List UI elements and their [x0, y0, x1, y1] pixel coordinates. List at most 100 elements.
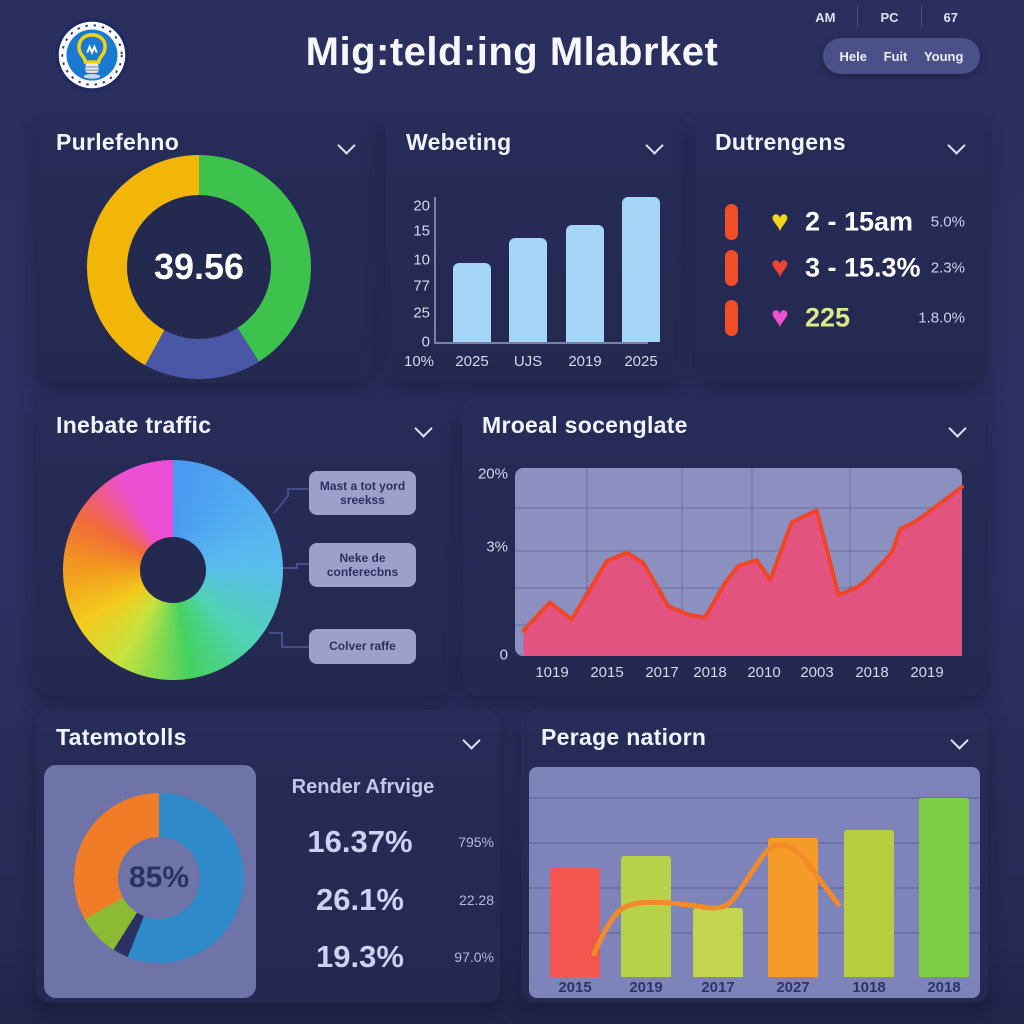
stat-big-value: 26.1% [316, 882, 404, 917]
heart-icon: ♥ [771, 251, 789, 284]
marker-pill [725, 204, 738, 240]
y-tick-label: 77 [413, 277, 430, 295]
inebate-pie [63, 460, 283, 680]
x-axis-label: 2017 [645, 664, 679, 681]
y-tick-label: 3% [486, 538, 508, 556]
card-mroeal-socenglate: Mroeal socenglate 20% 3% 0 1019 2015 2017 2018… [462, 398, 986, 695]
donut-hole: 39.56 [127, 195, 271, 339]
card-title: Tatemotolls [56, 724, 187, 750]
y-tick-label: 0 [499, 646, 508, 664]
y-tick-label: 0 [421, 333, 430, 351]
callout-label: Mast a tot yord sreekss [309, 471, 416, 515]
card-title: Webeting [406, 129, 512, 155]
x-axis-label: 2019 [910, 664, 944, 681]
y-tick-label: 25 [413, 304, 430, 322]
x-axis [434, 342, 648, 344]
y-tick-label: 10 [413, 251, 430, 269]
tatemotolls-donut: 85% [74, 793, 244, 963]
x-origin-label: 10% [403, 353, 435, 370]
x-axis-label: 1019 [535, 664, 569, 681]
x-axis-label: 2018 [693, 664, 727, 681]
x-axis-label: 2025 [455, 353, 489, 370]
meta-item[interactable]: AM [815, 9, 836, 25]
marker-pill [725, 250, 738, 286]
card-title: Mroeal socenglate [482, 412, 688, 438]
heart-icon: ♥ [771, 301, 789, 334]
card-inebate-traffic: Inebate traffic Mast a tot yord sreekss N… [36, 398, 452, 695]
x-axis-label: UJS [513, 353, 543, 370]
heart-icon: ♥ [771, 205, 789, 238]
area-chart [515, 468, 964, 656]
bar [621, 856, 671, 977]
meta-item[interactable]: PC [880, 9, 899, 25]
card-title: Dutrengens [715, 129, 846, 155]
divider [857, 6, 859, 28]
divider [920, 6, 922, 28]
header-meta: AM PC 67 [793, 4, 980, 30]
chevron-down-icon[interactable] [333, 133, 359, 159]
x-axis-label: 2018 [855, 664, 889, 681]
bar [622, 197, 660, 342]
header-pill-nav: Hele Fuit Young [823, 38, 980, 74]
card-webeting: Webeting 20 15 10 77 25 0 10% 2025 UJS 2019 2025 [386, 115, 683, 383]
x-axis-label: 2025 [624, 353, 658, 370]
bar [919, 798, 969, 977]
x-axis-label: 2003 [800, 664, 834, 681]
bar [550, 868, 600, 977]
x-axis-label: 1018 [852, 979, 886, 996]
lightbulb-logo [55, 18, 129, 92]
x-axis-label: 2018 [927, 979, 961, 996]
stat-small-value: 97.0% [454, 949, 494, 965]
y-tick-label: 20% [477, 465, 508, 483]
x-axis-label: 2015 [558, 979, 592, 996]
pill-item[interactable]: Fuit [883, 48, 908, 64]
chevron-down-icon[interactable] [946, 728, 972, 754]
stats-header: Render Afrvige [291, 776, 435, 798]
x-axis-label: 2015 [590, 664, 624, 681]
gridline [529, 887, 980, 889]
area-chart-labels: 20% 3% 0 1019 2015 2017 2018 2010 2003 2018 2019 [462, 398, 986, 695]
callout-label: Neke de conferecbns [309, 543, 416, 587]
donut-hole: 85% [118, 837, 200, 919]
bar [844, 830, 894, 977]
stats-rows: 16.37% 795% 26.1% 22.28 19.3% 97.0% [36, 710, 500, 1003]
donut-center-value: 39.56 [153, 246, 245, 287]
bar [566, 225, 604, 342]
callout-connectors [269, 488, 309, 648]
purlefehno-donut: 39.56 [87, 155, 311, 379]
marker-pill [725, 300, 738, 336]
bar [509, 238, 547, 342]
pill-item[interactable]: Hele [839, 48, 868, 64]
webeting-chart: 20 15 10 77 25 0 10% 2025 UJS 2019 2025 [386, 115, 683, 383]
x-axis-label: 2017 [701, 979, 735, 996]
x-axis-label: 2027 [776, 979, 810, 996]
gridline [529, 842, 980, 844]
card-title: Inebate traffic [56, 412, 212, 438]
trend-line [591, 842, 841, 957]
stat-big-value: 16.37% [307, 824, 413, 859]
callouts: Mast a tot yord sreekss Neke de conferecb… [36, 398, 452, 695]
x-axis-label: 2019 [629, 979, 663, 996]
callout-label: Colver raffe [309, 629, 416, 664]
card-title: Perage natiorn [541, 724, 707, 750]
meta-item[interactable]: 67 [943, 9, 958, 25]
card-tatemotolls: Tatemotolls 85% Render Afrvige 16.37% 795… [36, 710, 500, 1003]
card-dutrengens: Dutrengens ♥ 2 - 15am 5.0% ♥ 3 - 15.3% 2.3% ♥ 2… [695, 115, 985, 383]
page-title: Mig:teld:ing Mlabrket [305, 30, 719, 74]
stat-small-value: 22.28 [458, 892, 494, 908]
gridline [529, 797, 980, 799]
list-item-label: 225 [805, 302, 851, 333]
y-axis [434, 197, 436, 342]
bar [768, 838, 818, 977]
pill-item[interactable]: Young [923, 48, 964, 64]
stat-big-value: 19.3% [316, 939, 404, 974]
y-tick-label: 15 [413, 222, 430, 240]
list-item-label: 3 - 15.3% [805, 252, 921, 283]
dutrengens-list: ♥ 2 - 15am 5.0% ♥ 3 - 15.3% 2.3% ♥ 225 1.8.0% [695, 115, 985, 383]
bar [693, 908, 743, 977]
x-axis-label: 2019 [568, 353, 602, 370]
stat-small-value: 795% [458, 834, 494, 850]
pie-hole [140, 537, 206, 603]
list-item-label: 2 - 15am [805, 206, 914, 237]
